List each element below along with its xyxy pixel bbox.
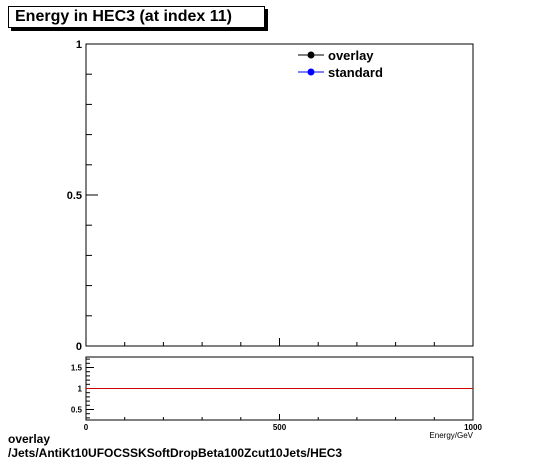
main-y-tick-label: 0 <box>76 341 82 353</box>
ratio-x-tick-label: 1000 <box>464 423 482 432</box>
legend-label-standard: standard <box>328 65 383 80</box>
ratio-y-tick-label: 1.5 <box>71 364 83 373</box>
ratio-x-tick-label: 0 <box>84 423 89 432</box>
footer-dataset-label: overlay <box>8 432 51 446</box>
legend-marker-overlay <box>307 51 315 59</box>
legend-label-overlay: overlay <box>328 48 374 63</box>
main-y-tick-label: 0.5 <box>67 190 82 202</box>
ratio-y-tick-label: 1 <box>78 385 83 394</box>
footer-histogram-path: /Jets/AntiKt10UFOCSSKSoftDropBeta100Zcut… <box>8 446 343 460</box>
ratio-x-tick-label: 500 <box>273 423 287 432</box>
legend-marker-standard <box>307 68 315 76</box>
chart-title-box: Energy in HEC3 (at index 11) <box>8 6 265 28</box>
chart-title: Energy in HEC3 (at index 11) <box>15 8 232 25</box>
x-axis-label: Energy/GeV <box>429 431 473 440</box>
main-y-tick-label: 1 <box>76 39 82 51</box>
ratio-y-tick-label: 0.5 <box>71 406 83 415</box>
main-plot-frame <box>85 43 474 347</box>
